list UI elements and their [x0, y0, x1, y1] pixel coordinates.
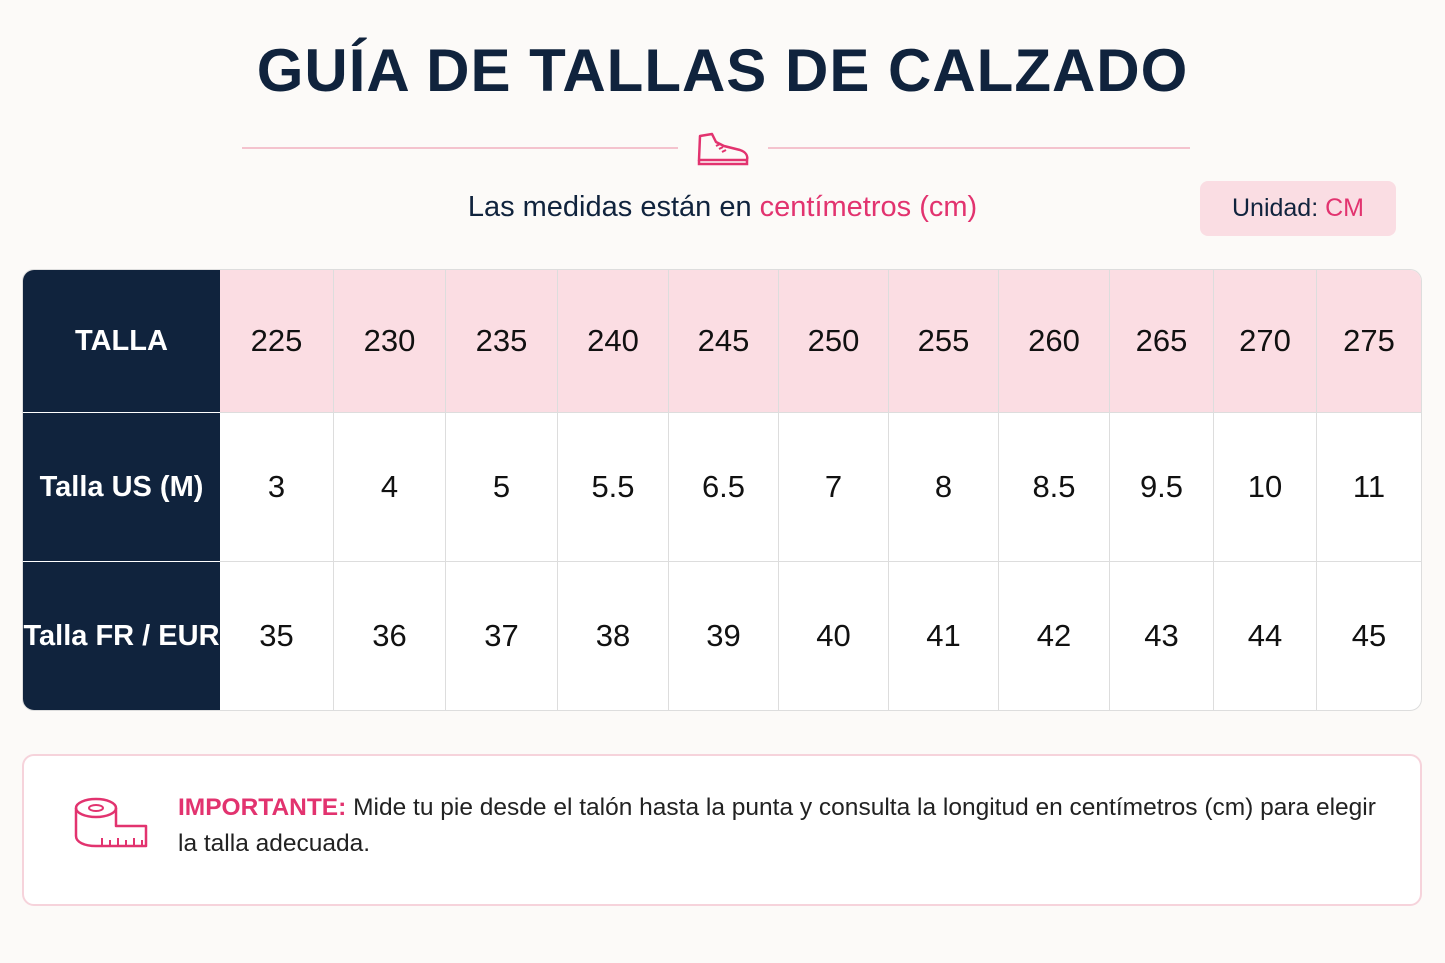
size-cell: 45	[1351, 618, 1387, 653]
title: GUÍA DE TALLAS DE CALZADO	[256, 37, 1189, 104]
subtitle-highlight: centímetros (cm)	[759, 191, 978, 223]
size-header: 230	[334, 270, 446, 413]
badge-label: Unidad:	[1231, 194, 1319, 222]
note-box: IMPORTANTE: Mide tu pie desde el talón h…	[22, 754, 1422, 906]
size-cell: 8	[889, 413, 999, 562]
size-cell: 36	[334, 562, 446, 710]
size-table: TALLA 225 230 235 240 245 250 255 260 265 270 275 Ta…	[22, 269, 1422, 711]
size-cell: 42	[999, 562, 1110, 710]
size-cell: 8.5	[999, 413, 1110, 562]
subtitle-text: Las medidas están en	[467, 191, 752, 223]
size-cell: 44	[1214, 562, 1317, 710]
size-cell: 43	[1110, 562, 1214, 710]
size-header: 235	[446, 270, 558, 413]
size-header: 245	[669, 270, 779, 413]
size-cell: 11	[1317, 413, 1421, 562]
note-text: IMPORTANTE: Mide tu pie desde el talón h…	[178, 790, 1398, 862]
unit-badge: Unidad: CM	[1200, 181, 1396, 236]
size-cell: 10	[1214, 413, 1317, 562]
size-cell: 5	[446, 413, 558, 562]
note-label: IMPORTANTE:	[178, 794, 347, 821]
row-header: Talla US (M)	[23, 413, 220, 562]
row-header: TALLA	[23, 270, 220, 413]
size-header: 250	[779, 270, 889, 413]
size-cell: 9.5	[1110, 413, 1214, 562]
size-cell: 4	[334, 413, 446, 562]
size-cell: 3	[220, 413, 334, 562]
size-header: 225	[220, 270, 334, 413]
size-cell: 38	[558, 562, 669, 710]
size-cell: 37	[446, 562, 558, 710]
size-header: 255	[889, 270, 999, 413]
size-cell: 40	[779, 562, 889, 710]
row-header: Talla FR / EUR	[23, 562, 220, 710]
size-header: 275	[1317, 270, 1421, 413]
size-cell: 6.5	[669, 413, 779, 562]
size-header: 270	[1214, 270, 1317, 413]
badge-value: CM	[1325, 194, 1364, 222]
size-cell: 5.5	[558, 413, 669, 562]
size-cell: 7	[779, 413, 889, 562]
size-cell: 35	[220, 562, 334, 710]
tape-icon	[74, 797, 148, 848]
divider	[242, 147, 678, 149]
subtitle: Las medidas están en centímetros (cm)	[0, 191, 1445, 224]
size-cell: 39	[669, 562, 779, 710]
note-body: Mide tu pie desde el talón hasta la punt…	[178, 794, 1376, 857]
size-header: 260	[999, 270, 1110, 413]
size-cell: 41	[889, 562, 999, 710]
size-header: 265	[1110, 270, 1214, 413]
shoe-icon	[697, 132, 749, 166]
divider	[768, 147, 1190, 149]
size-header: 240	[558, 270, 669, 413]
